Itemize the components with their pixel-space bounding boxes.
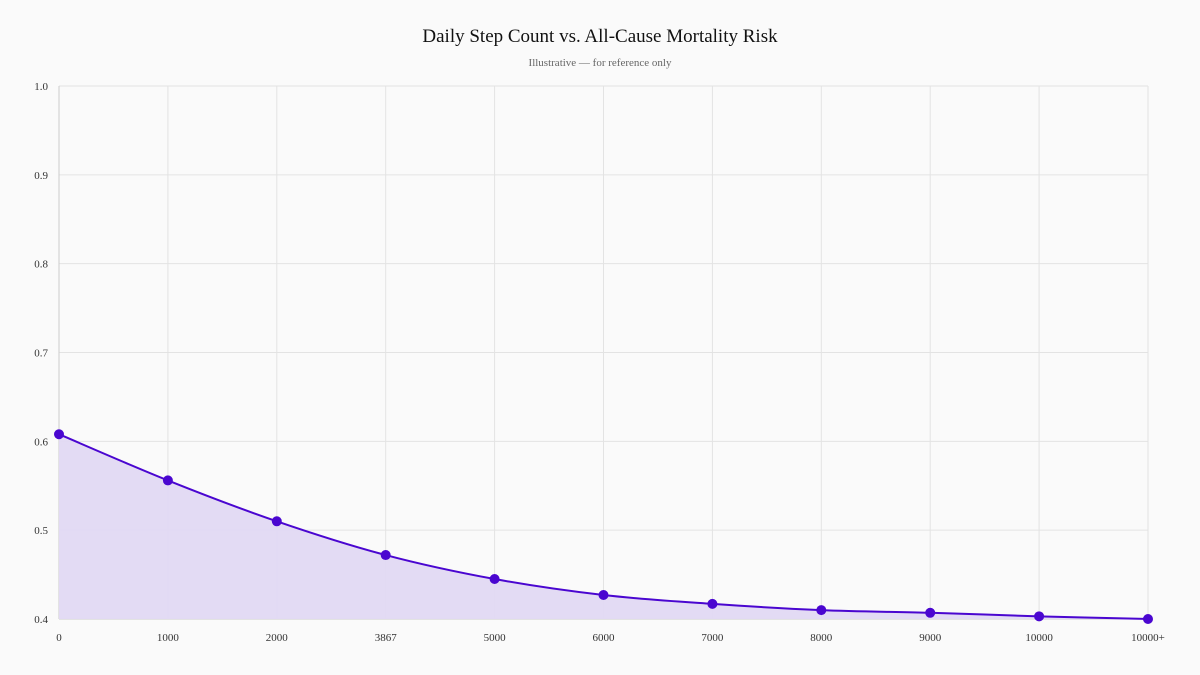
chart-title: Daily Step Count vs. All-Cause Mortality… bbox=[422, 26, 778, 47]
y-tick-label: 0.6 bbox=[34, 436, 48, 448]
x-tick-label: 6000 bbox=[593, 632, 616, 644]
x-tick-label: 10000 bbox=[1025, 632, 1053, 644]
data-point bbox=[489, 574, 500, 585]
y-tick-label: 0.4 bbox=[34, 614, 48, 626]
data-point bbox=[816, 605, 827, 616]
x-tick-label: 7000 bbox=[701, 632, 724, 644]
x-tick-label: 1000 bbox=[157, 632, 180, 644]
y-tick-label: 0.7 bbox=[34, 348, 48, 360]
data-point bbox=[925, 607, 936, 618]
data-point bbox=[707, 598, 718, 609]
x-tick-label: 9000 bbox=[919, 632, 942, 644]
y-tick-label: 0.8 bbox=[34, 259, 48, 271]
x-tick-label: 5000 bbox=[484, 632, 507, 644]
x-tick-label: 2000 bbox=[266, 632, 289, 644]
y-tick-label: 0.9 bbox=[34, 170, 48, 182]
y-tick-label: 0.5 bbox=[34, 525, 48, 537]
x-tick-label: 8000 bbox=[810, 632, 833, 644]
data-point bbox=[598, 590, 609, 601]
data-point bbox=[1034, 611, 1045, 622]
data-point bbox=[162, 475, 173, 486]
y-tick-label: 1.0 bbox=[34, 81, 48, 93]
x-tick-label: 10000+ bbox=[1131, 632, 1165, 644]
chart-subtitle: Illustrative — for reference only bbox=[528, 57, 672, 69]
data-point bbox=[54, 429, 64, 440]
data-point bbox=[380, 550, 391, 561]
data-point bbox=[271, 516, 282, 527]
x-tick-label: 0 bbox=[56, 632, 62, 644]
x-tick-label: 3867 bbox=[375, 632, 398, 644]
area-fill bbox=[59, 434, 1148, 619]
data-point bbox=[1143, 614, 1153, 624]
